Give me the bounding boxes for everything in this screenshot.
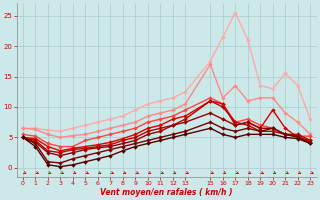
X-axis label: Vent moyen/en rafales ( km/h ): Vent moyen/en rafales ( km/h ) (100, 188, 233, 197)
